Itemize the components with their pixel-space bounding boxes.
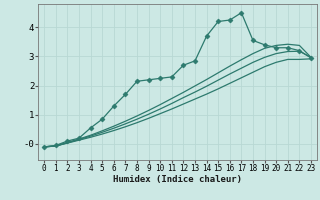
X-axis label: Humidex (Indice chaleur): Humidex (Indice chaleur) [113, 175, 242, 184]
